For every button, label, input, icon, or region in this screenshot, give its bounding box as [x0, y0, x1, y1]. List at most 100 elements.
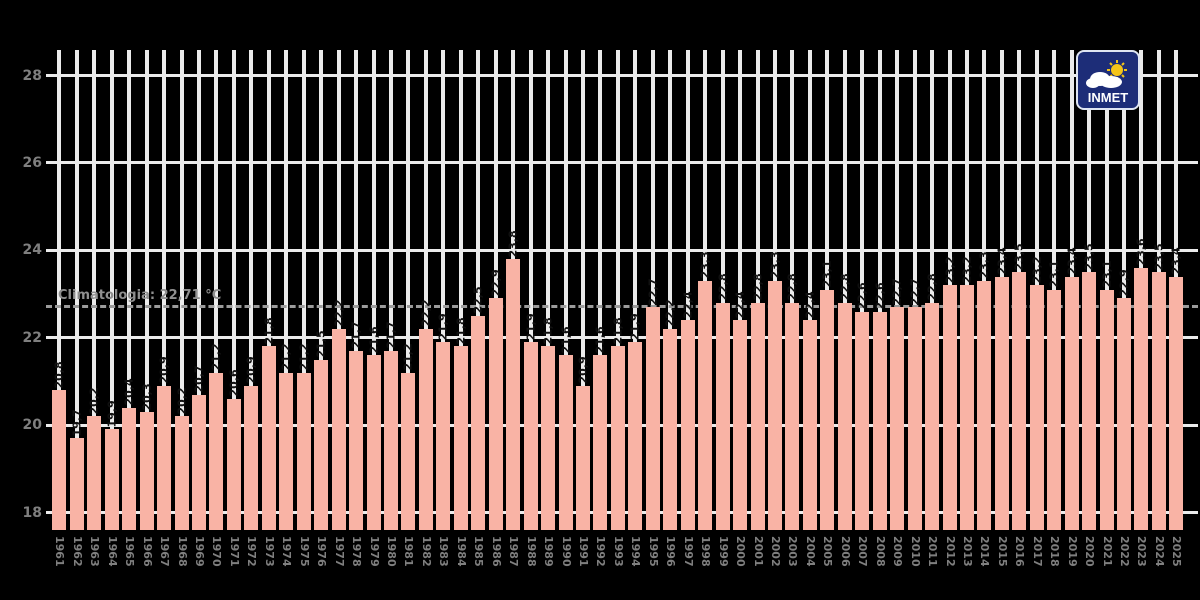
- bar-1972: [244, 385, 259, 530]
- x-tick-label-2005: 2005: [821, 536, 835, 567]
- bar-value-label-1970: 21,2: [209, 343, 223, 371]
- x-tick-label-1983: 1983: [437, 536, 451, 567]
- bar-2005: [820, 289, 835, 530]
- gridline-vertical-1985: [476, 50, 481, 530]
- gridline-vertical-2004: [807, 50, 812, 530]
- bar-value-label-2016: 23,5: [1012, 243, 1026, 271]
- gridline-vertical-1990: [563, 50, 568, 530]
- bar-2015: [994, 276, 1009, 530]
- bar-value-label-1998: 23,3: [698, 251, 712, 279]
- x-tick-label-2024: 2024: [1152, 536, 1166, 567]
- bar-1988: [523, 342, 538, 530]
- gridline-vertical-2008: [877, 50, 882, 530]
- bar-2023: [1134, 267, 1149, 530]
- x-tick-label-2009: 2009: [891, 536, 905, 567]
- bar-1998: [698, 280, 713, 530]
- gridline-vertical-2022: [1122, 50, 1127, 530]
- gridline-vertical-1966: [144, 50, 149, 530]
- x-tick-label-2021: 2021: [1100, 536, 1114, 567]
- gridline-vertical-1979: [371, 50, 376, 530]
- bar-value-label-1987: 23,8: [506, 229, 520, 258]
- bar-1981: [401, 372, 416, 530]
- bar-2020: [1082, 272, 1097, 530]
- y-tick-label-18: 18: [22, 504, 42, 521]
- bar-2024: [1151, 272, 1166, 530]
- bar-value-label-1996: 22,2: [663, 299, 677, 327]
- y-tick-label-22: 22: [22, 329, 42, 346]
- bar-1994: [628, 342, 643, 530]
- gridline-vertical-2011: [930, 50, 935, 530]
- x-tick-label-2019: 2019: [1065, 536, 1079, 567]
- cloud-icon: [1086, 72, 1122, 88]
- x-tick-label-1998: 1998: [699, 536, 713, 567]
- bar-value-label-1986: 22,9: [489, 269, 503, 297]
- gridline-horizontal-28: [46, 74, 1198, 78]
- bar-value-label-1984: 21,8: [454, 317, 468, 345]
- bar-value-label-1965: 20,4: [122, 378, 136, 406]
- gridline-horizontal-22: [46, 336, 1198, 340]
- x-tick-label-2000: 2000: [734, 536, 748, 567]
- bar-value-label-1972: 20,9: [244, 356, 258, 384]
- bar-2000: [733, 320, 748, 530]
- gridline-vertical-1969: [197, 50, 202, 530]
- bar-value-label-2020: 23,5: [1082, 243, 1096, 271]
- y-tick-label-20: 20: [22, 417, 42, 434]
- x-tick-label-1970: 1970: [210, 536, 224, 567]
- x-tick-label-1982: 1982: [419, 536, 433, 567]
- bar-2025: [1169, 276, 1184, 530]
- gridline-vertical-1968: [179, 50, 184, 530]
- bar-value-label-2022: 22,9: [1117, 269, 1131, 297]
- bar-value-label-2025: 23,4: [1169, 247, 1183, 275]
- x-tick-label-1993: 1993: [611, 536, 625, 567]
- bar-value-label-1991: 20,9: [576, 356, 590, 384]
- bar-value-label-2009: 22,7: [890, 277, 904, 306]
- bar-1989: [541, 346, 556, 530]
- x-tick-label-2001: 2001: [751, 536, 765, 567]
- bar-value-label-1969: 20,7: [192, 365, 206, 393]
- bar-2009: [890, 307, 905, 530]
- bar-2011: [925, 302, 940, 530]
- gridline-vertical-1978: [354, 50, 359, 530]
- gridline-vertical-1976: [319, 50, 324, 530]
- bar-1967: [157, 385, 172, 530]
- x-tick-label-1980: 1980: [385, 536, 398, 567]
- x-tick-label-2020: 2020: [1083, 536, 1097, 567]
- bar-value-label-1979: 21,6: [367, 326, 381, 354]
- gridline-vertical-1999: [720, 50, 725, 530]
- bar-value-label-1982: 22,2: [419, 299, 433, 327]
- bar-1982: [418, 328, 433, 530]
- bar-1991: [575, 385, 590, 530]
- bar-2018: [1047, 289, 1062, 530]
- x-tick-label-1972: 1972: [245, 536, 259, 567]
- gridline-vertical-1970: [214, 50, 219, 530]
- bar-1971: [226, 398, 241, 530]
- x-tick-label-2010: 2010: [908, 536, 922, 567]
- x-tick-label-1996: 1996: [664, 536, 678, 567]
- bar-1996: [663, 328, 678, 530]
- bar-1987: [506, 259, 521, 530]
- bar-value-label-1988: 21,9: [524, 312, 538, 341]
- bar-1997: [680, 320, 695, 530]
- gridline-vertical-1963: [92, 50, 97, 530]
- bar-2007: [855, 311, 870, 530]
- gridline-vertical-2000: [738, 50, 743, 530]
- bar-1986: [488, 298, 503, 530]
- x-tick-label-2008: 2008: [873, 536, 887, 567]
- bar-value-label-1976: 21,5: [314, 330, 328, 358]
- x-tick-label-2006: 2006: [838, 536, 852, 567]
- bar-value-label-2004: 22,4: [803, 291, 817, 319]
- bar-2013: [959, 285, 974, 530]
- x-tick-label-1989: 1989: [542, 536, 556, 567]
- logo-text: INMET: [1088, 90, 1129, 105]
- bar-2012: [942, 285, 957, 530]
- bar-2008: [872, 311, 887, 530]
- x-tick-label-1965: 1965: [123, 536, 137, 567]
- x-tick-label-1988: 1988: [524, 536, 538, 567]
- bar-value-label-2017: 23,2: [1030, 256, 1044, 284]
- x-tick-label-1977: 1977: [332, 536, 346, 567]
- bar-value-label-1974: 21,2: [279, 343, 293, 371]
- gridline-vertical-2007: [860, 50, 865, 530]
- x-tick-label-2004: 2004: [803, 536, 817, 567]
- y-tick-label-26: 26: [22, 154, 42, 171]
- bar-value-label-2011: 22,8: [925, 273, 939, 301]
